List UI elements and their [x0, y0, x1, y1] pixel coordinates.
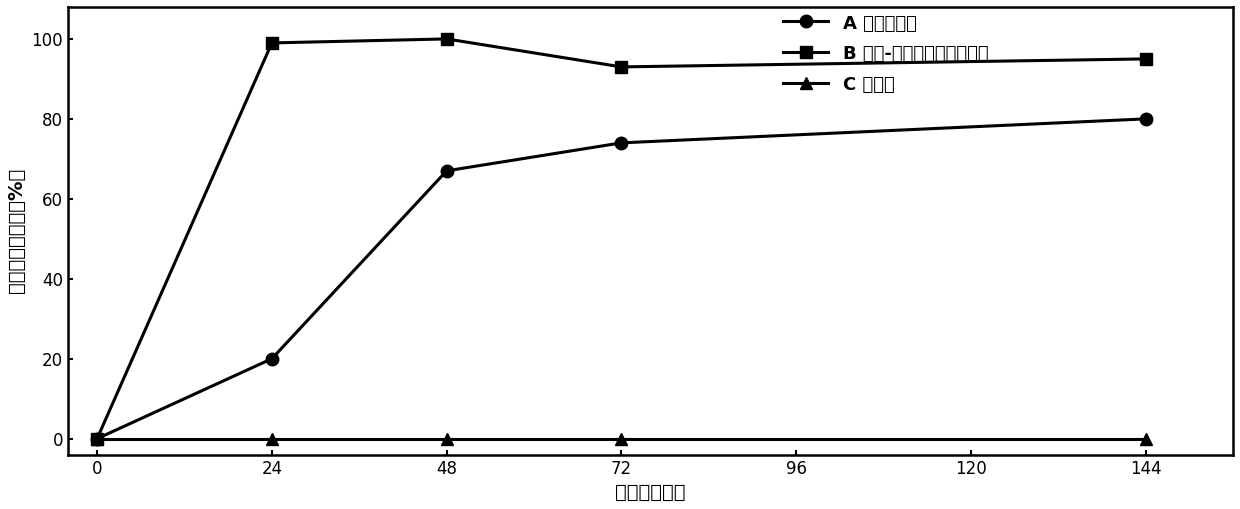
- B 真菌-伊维菌素合剂胶囊组: [1138, 56, 1153, 62]
- B 真菌-伊维菌素合剂胶囊组: [264, 40, 279, 46]
- X-axis label: 时间（小时）: 时间（小时）: [615, 483, 686, 502]
- A 伊维菌素组: [89, 436, 104, 442]
- A 伊维菌素组: [614, 140, 629, 146]
- C 对照组: [1138, 436, 1153, 442]
- A 伊维菌素组: [1138, 116, 1153, 122]
- C 对照组: [614, 436, 629, 442]
- Legend: A 伊维菌素组, B 真菌-伊维菌素合剂胶囊组, C 对照组: A 伊维菌素组, B 真菌-伊维菌素合剂胶囊组, C 对照组: [776, 7, 996, 101]
- B 真菌-伊维菌素合剂胶囊组: [614, 64, 629, 70]
- Y-axis label: 平均幼虫减少率（%）: 平均幼虫减少率（%）: [7, 168, 26, 293]
- B 真菌-伊维菌素合剂胶囊组: [439, 36, 454, 42]
- C 对照组: [89, 436, 104, 442]
- B 真菌-伊维菌素合剂胶囊组: [89, 436, 104, 442]
- C 对照组: [264, 436, 279, 442]
- A 伊维菌素组: [439, 168, 454, 174]
- C 对照组: [439, 436, 454, 442]
- Line: B 真菌-伊维菌素合剂胶囊组: B 真菌-伊维菌素合剂胶囊组: [91, 33, 1152, 445]
- Line: C 对照组: C 对照组: [91, 433, 1152, 445]
- Line: A 伊维菌素组: A 伊维菌素组: [91, 112, 1152, 445]
- A 伊维菌素组: [264, 356, 279, 362]
